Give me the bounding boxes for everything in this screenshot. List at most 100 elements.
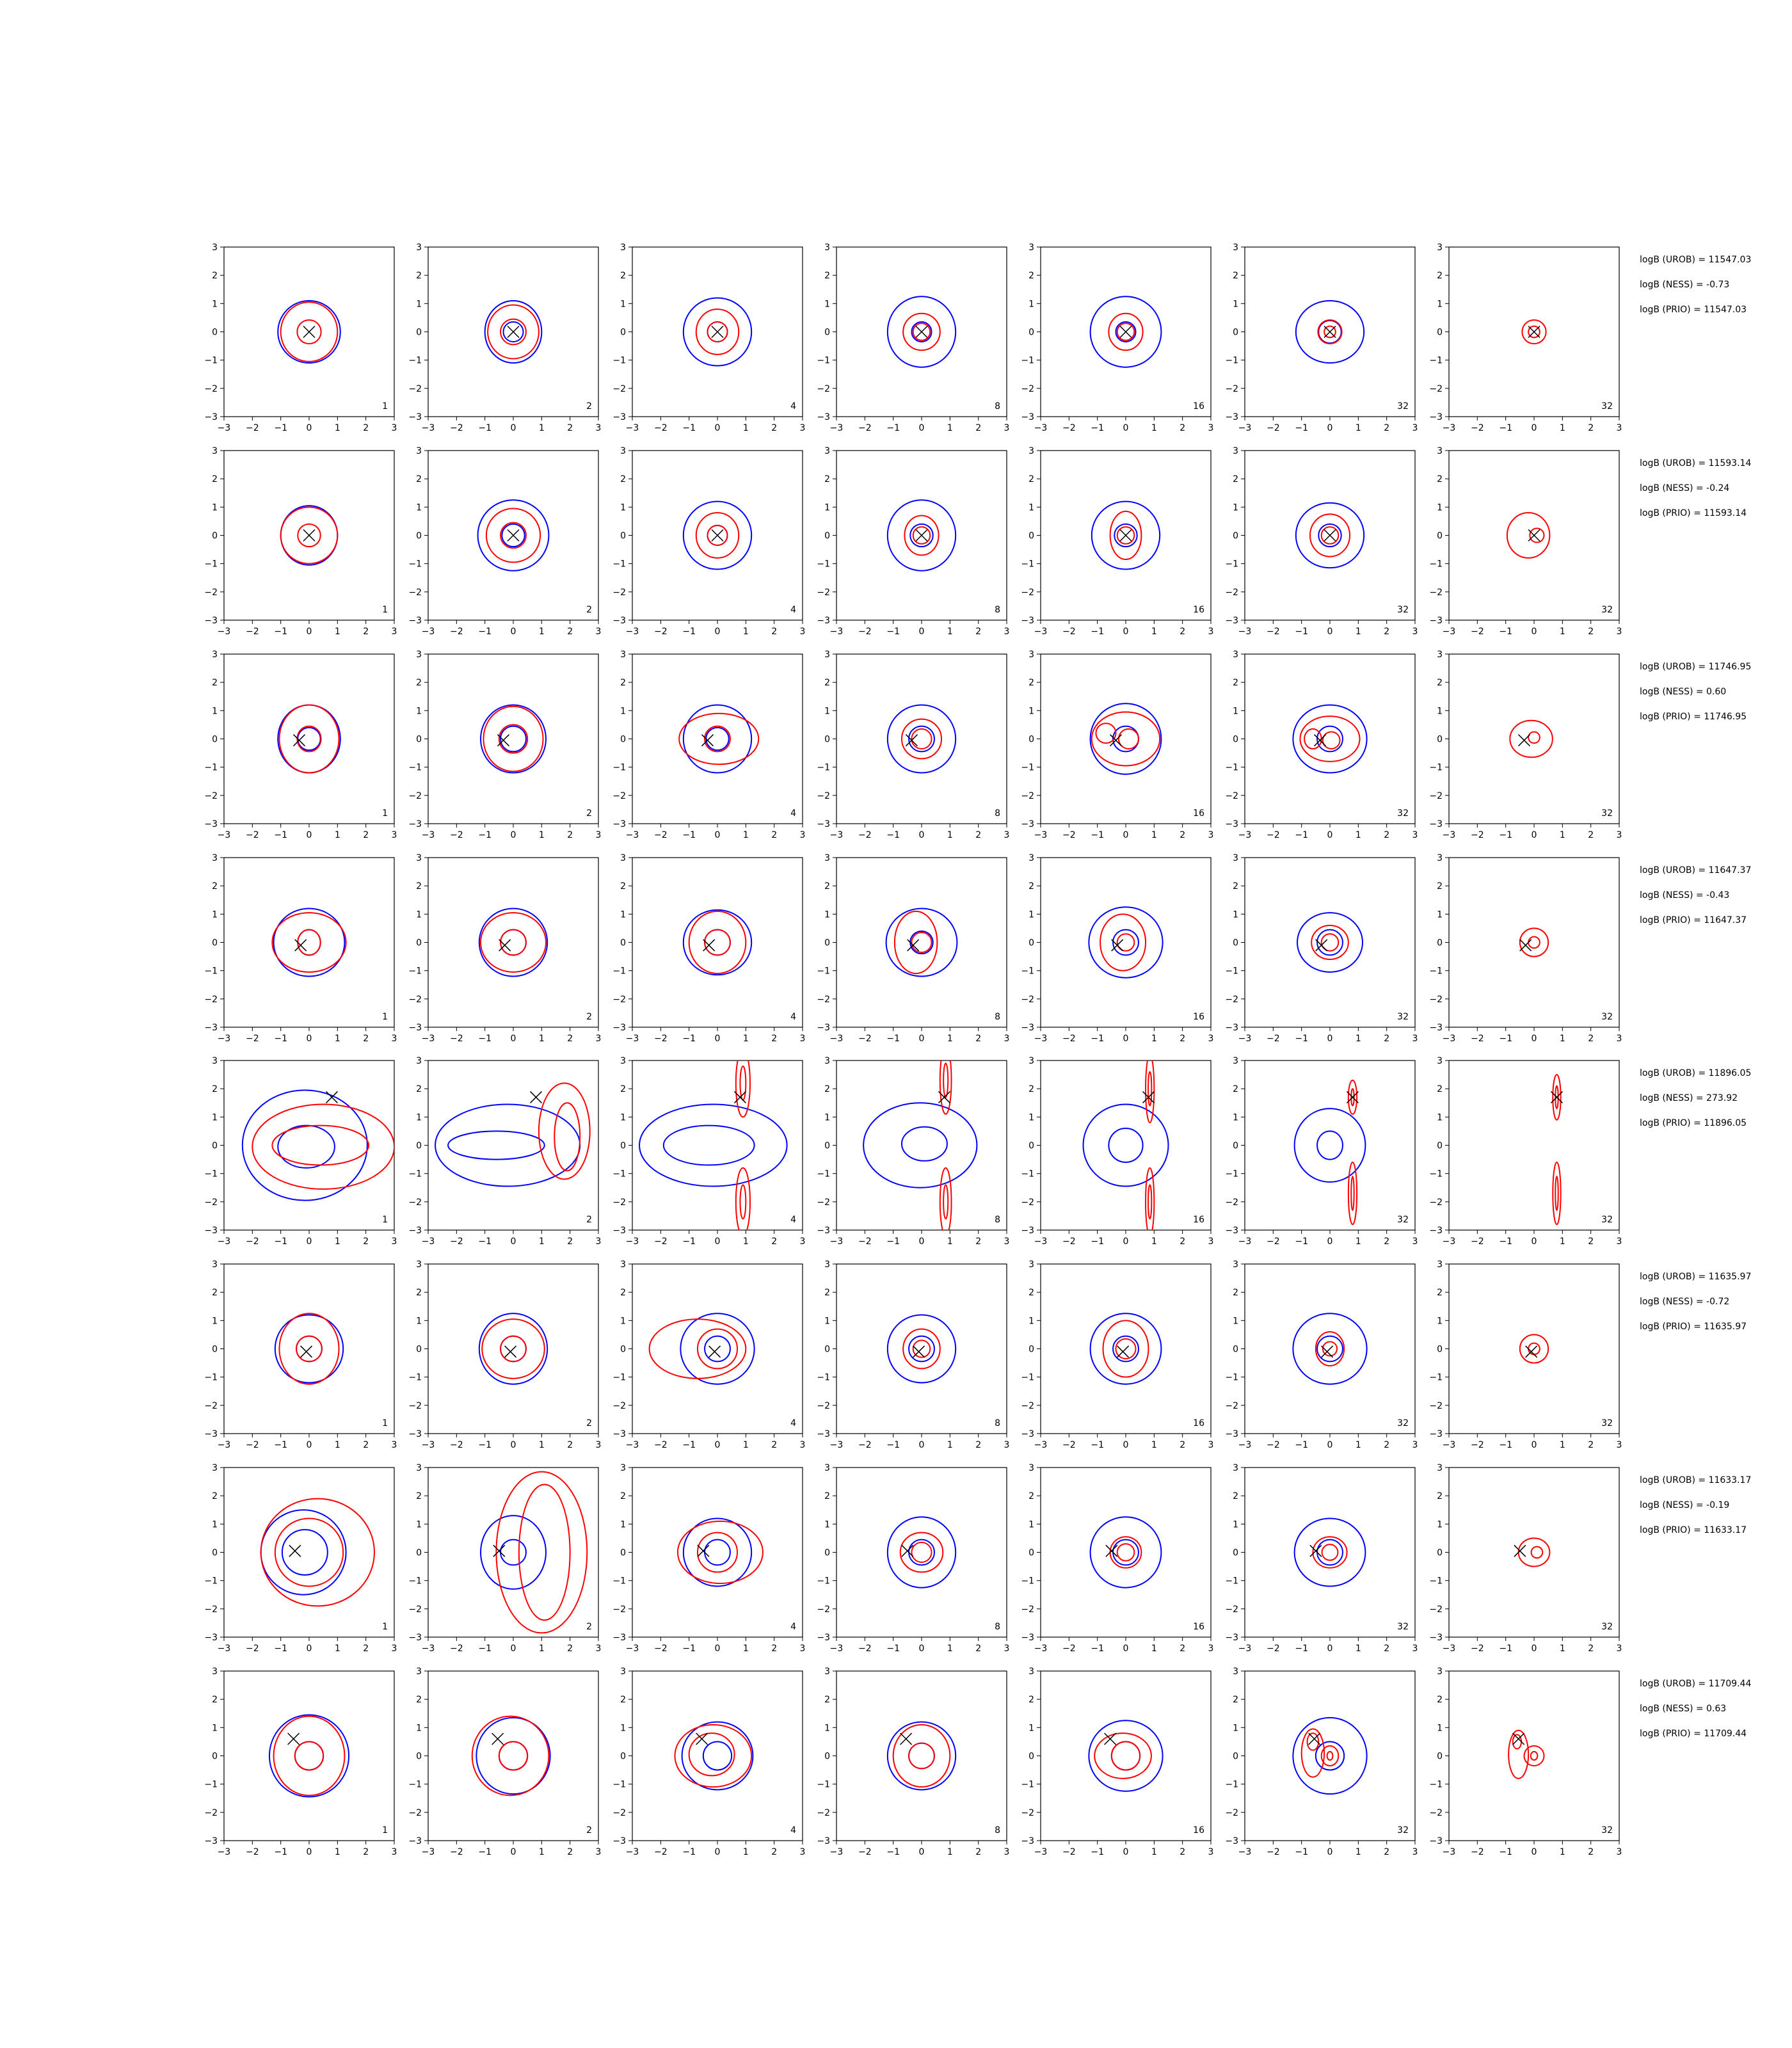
blue-contour — [484, 300, 543, 364]
red-contour — [1095, 723, 1117, 744]
true-point-marker — [1119, 529, 1132, 542]
contour-layer — [1506, 512, 1551, 559]
red-contour — [911, 1542, 932, 1563]
true-point-marker — [529, 1091, 542, 1103]
y-tick-label: 0 — [824, 1141, 830, 1151]
true-point-marker — [1525, 1345, 1538, 1358]
x-tick-label: −3 — [1034, 423, 1048, 433]
y-tick-label: 2 — [416, 271, 422, 281]
x-tick-label: 0 — [919, 423, 925, 433]
red-contour — [1320, 1745, 1340, 1766]
y-tick-label: −3 — [817, 412, 830, 422]
x-tick-label: −1 — [1091, 1236, 1104, 1247]
x-tick-label: 2 — [567, 1034, 573, 1044]
y-tick-label: −2 — [817, 384, 830, 394]
panel-r1-c3: −3−3 −2 −2 −1 −1 0 0 1 1 2 2 3 3 4 — [612, 243, 805, 433]
x-tick-label: −2 — [1471, 830, 1484, 840]
x-tick-label: −3 — [1238, 1034, 1252, 1044]
x-tick-label: −1 — [1499, 1034, 1512, 1044]
y-tick-label: −3 — [1021, 1633, 1034, 1643]
panel-r8-c7: −3−3 −2 −2 −1 −1 0 0 1 1 2 2 3 3 32 — [1429, 1667, 1622, 1857]
red-contour — [1110, 1741, 1141, 1771]
y-tick-label: 1 — [1233, 299, 1238, 309]
x-tick-label: −2 — [1471, 1644, 1484, 1654]
y-tick-label: 2 — [1437, 271, 1443, 281]
x-tick-label: −2 — [858, 423, 872, 433]
red-contour — [260, 1498, 375, 1607]
y-tick-label: −3 — [408, 412, 422, 422]
blue-contour — [704, 1335, 731, 1363]
y-tick-label: 1 — [212, 1723, 218, 1733]
red-contour — [487, 304, 540, 360]
marker-stroke — [1142, 1091, 1155, 1103]
true-point-marker — [1315, 939, 1328, 952]
y-tick-label: 0 — [1028, 735, 1034, 745]
y-tick-label: 0 — [416, 531, 422, 541]
x-tick-label: 0 — [715, 1440, 721, 1450]
red-contour — [900, 718, 943, 760]
red-contour — [943, 1062, 949, 1098]
y-tick-label: 3 — [212, 1260, 218, 1270]
x-tick-label: −3 — [1034, 830, 1048, 840]
y-tick-label: −2 — [612, 995, 626, 1005]
x-tick-label: 2 — [567, 423, 573, 433]
y-tick-label: 3 — [620, 1260, 626, 1270]
red-contour — [538, 1082, 591, 1180]
blue-contour — [277, 300, 341, 364]
y-tick-label: 1 — [1233, 502, 1238, 513]
red-contour — [1148, 1071, 1153, 1107]
red-contour — [943, 1184, 949, 1220]
y-tick-label: 1 — [620, 909, 626, 920]
blue-contour — [274, 1314, 344, 1384]
x-tick-label: 3 — [596, 830, 602, 840]
x-tick-label: −1 — [478, 1644, 492, 1654]
x-tick-label: 1 — [1151, 830, 1157, 840]
panel-label: 32 — [1601, 401, 1613, 412]
red-contour — [483, 705, 544, 772]
true-point-marker — [1309, 1544, 1322, 1557]
y-tick-label: 2 — [620, 881, 626, 892]
x-tick-label: 1 — [947, 1847, 953, 1857]
blue-contour — [1315, 1741, 1345, 1771]
x-tick-label: −3 — [830, 1034, 844, 1044]
x-tick-label: 3 — [596, 1644, 602, 1654]
x-tick-label: 0 — [919, 830, 925, 840]
y-tick-label: −2 — [408, 995, 422, 1005]
red-contour — [1116, 526, 1135, 545]
marker-stroke — [1313, 734, 1327, 747]
panel-r4-c7: −3−3 −2 −2 −1 −1 0 0 1 1 2 2 3 3 32 — [1429, 853, 1622, 1044]
y-tick-label: 2 — [1437, 1288, 1443, 1298]
axes-frame — [1040, 1060, 1212, 1231]
y-tick-label: 1 — [212, 1112, 218, 1123]
y-tick-label: −3 — [204, 819, 218, 829]
blue-contour — [277, 1124, 335, 1169]
y-tick-label: 0 — [212, 1141, 218, 1151]
panel-label: 16 — [1193, 401, 1204, 412]
y-tick-label: −1 — [408, 356, 422, 366]
y-tick-label: 3 — [212, 1056, 218, 1066]
red-contour — [892, 1724, 951, 1788]
y-tick-label: −2 — [1225, 588, 1238, 598]
x-tick-label: 3 — [596, 1034, 602, 1044]
y-tick-label: 2 — [1028, 881, 1034, 892]
y-tick-label: 1 — [824, 909, 830, 920]
y-tick-label: −1 — [1225, 966, 1238, 977]
x-tick-label: 0 — [1532, 1236, 1537, 1247]
x-tick-label: 0 — [1123, 1236, 1129, 1247]
y-tick-label: −1 — [1225, 1373, 1238, 1383]
y-tick-label: 1 — [620, 1316, 626, 1326]
y-tick-label: −1 — [1225, 356, 1238, 366]
true-point-marker — [493, 1544, 506, 1557]
x-tick-label: 2 — [975, 1847, 981, 1857]
blue-contour — [1297, 912, 1363, 973]
x-tick-label: 0 — [1123, 423, 1129, 433]
x-tick-label: 0 — [715, 423, 721, 433]
blue-contour — [682, 704, 753, 774]
y-tick-label: 2 — [1233, 1695, 1238, 1705]
x-tick-label: 3 — [596, 1236, 602, 1247]
axes-frame — [1040, 857, 1212, 1028]
x-tick-label: 1 — [1560, 1440, 1565, 1450]
y-tick-label: −1 — [204, 559, 218, 570]
true-point-marker — [703, 939, 716, 952]
true-point-marker — [1514, 1544, 1526, 1557]
